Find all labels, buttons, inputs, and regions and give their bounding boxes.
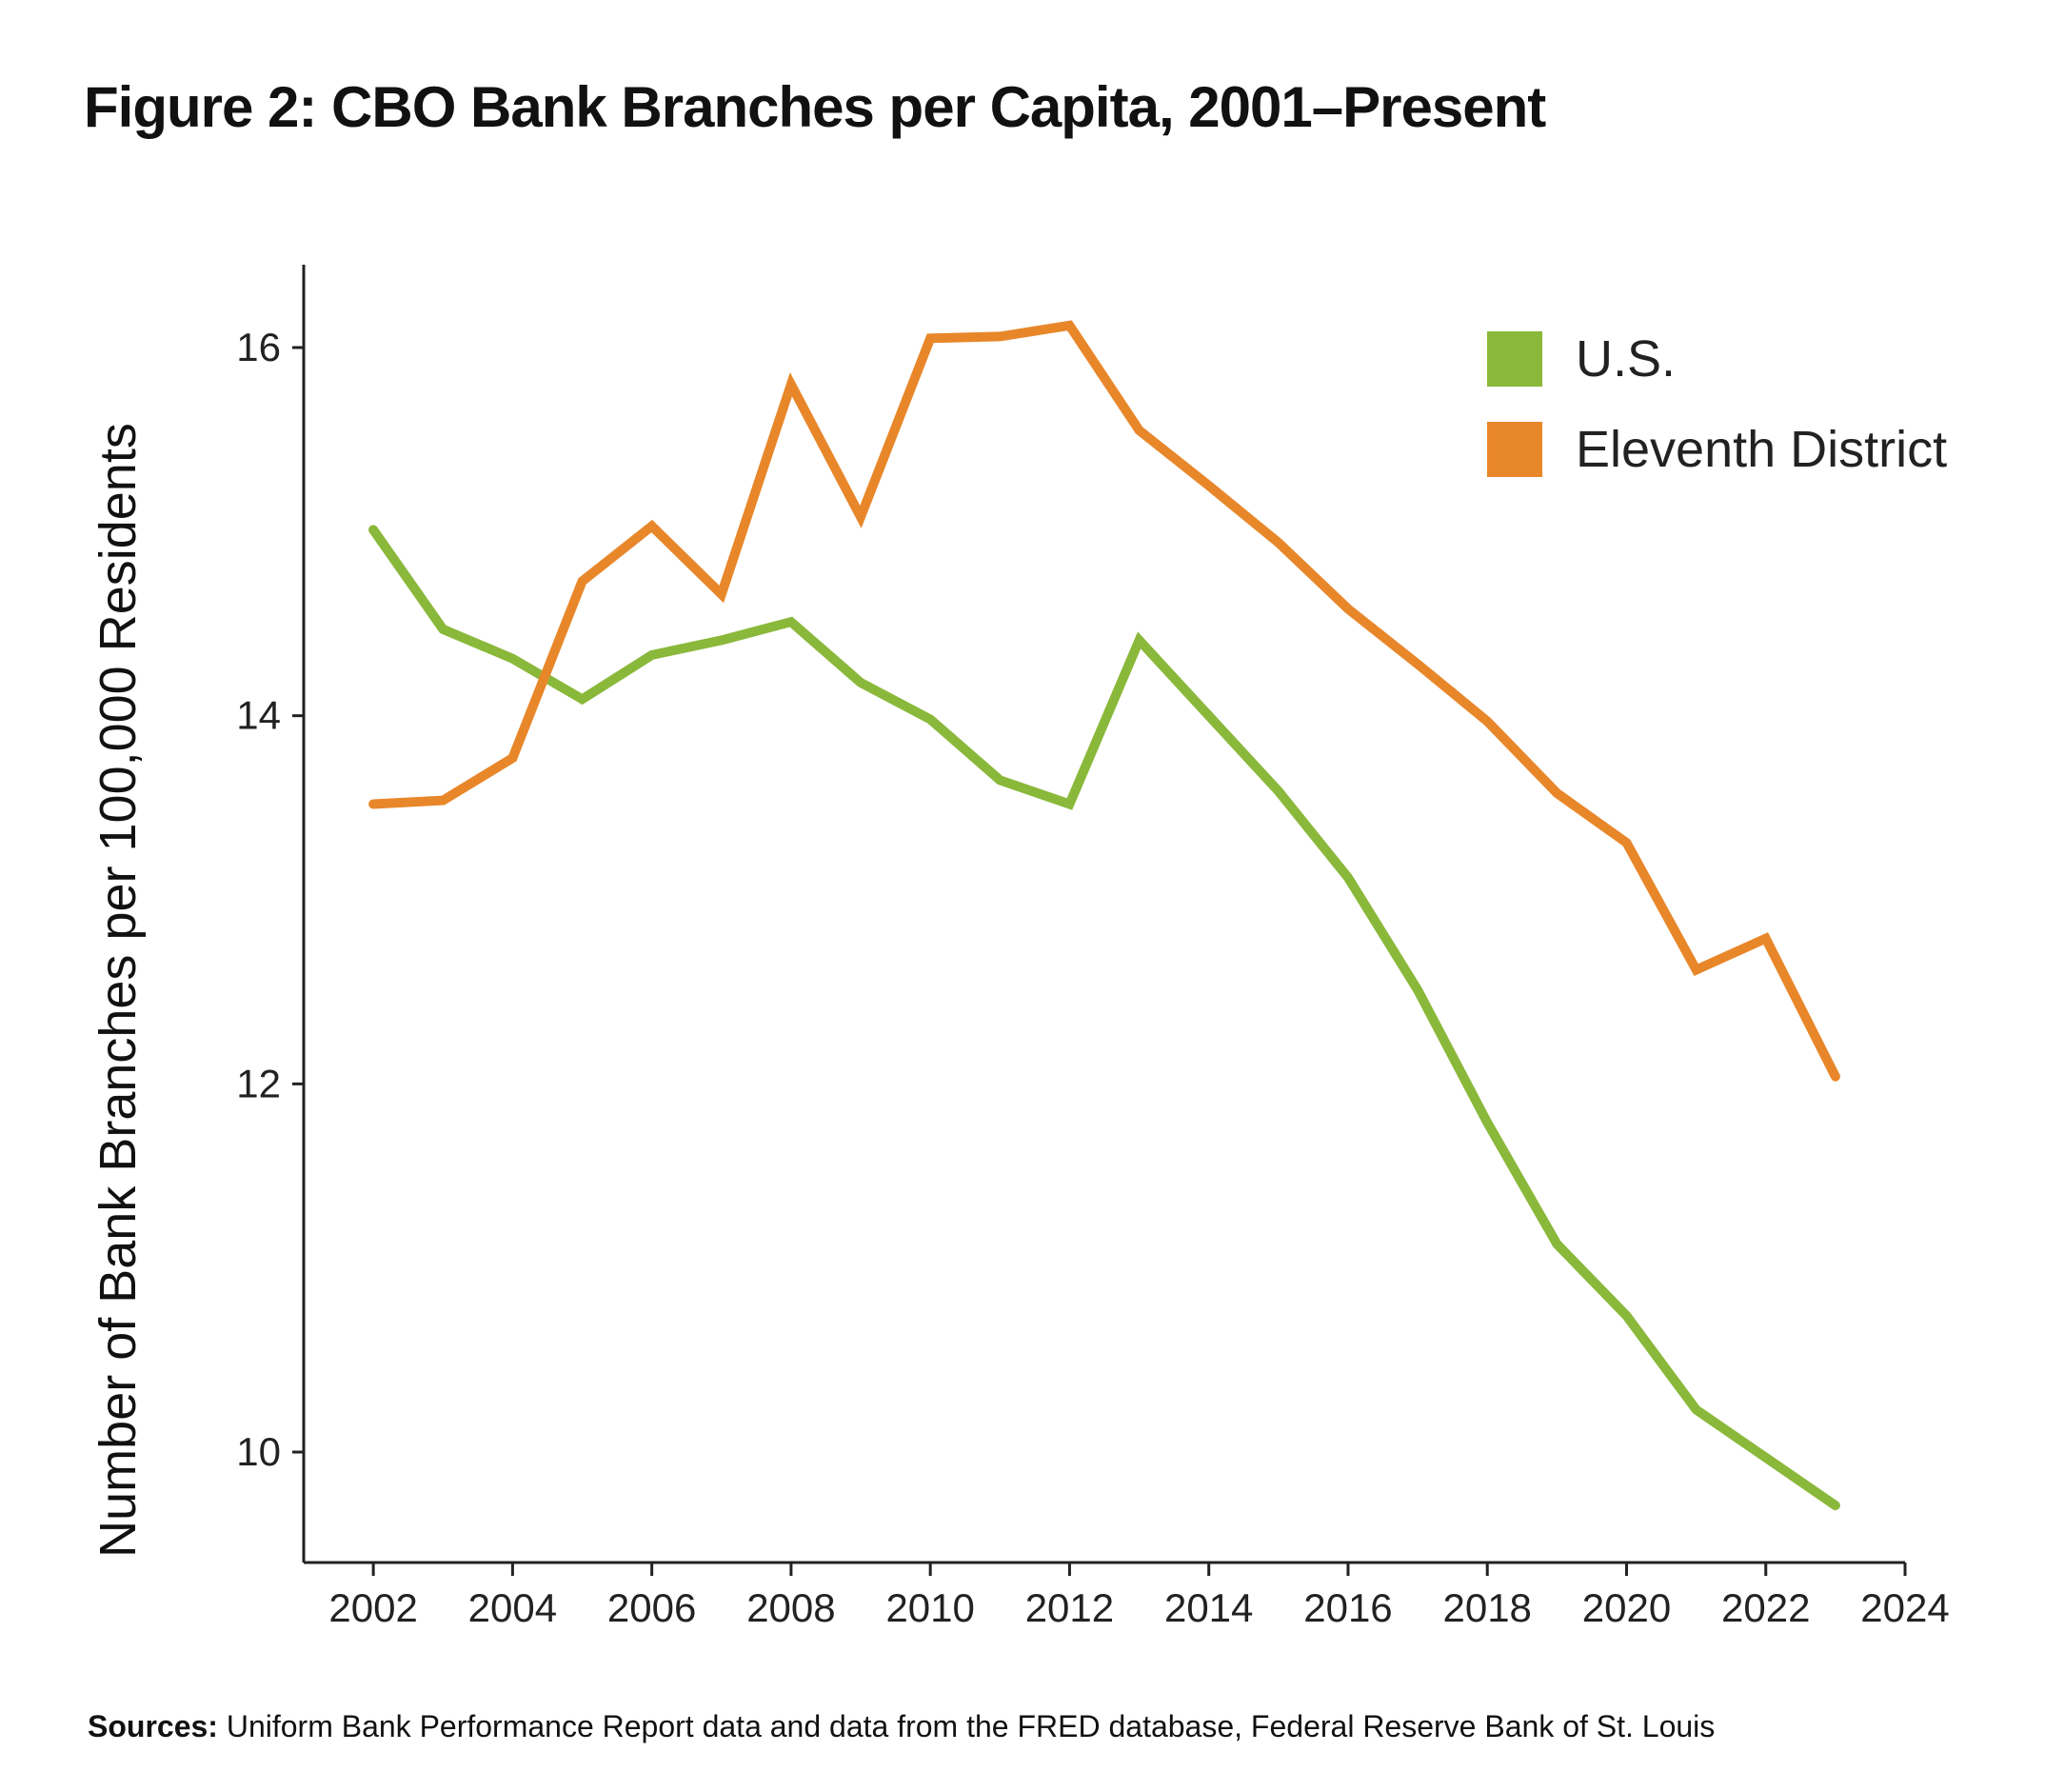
legend-swatch xyxy=(1487,422,1542,477)
legend-swatch xyxy=(1487,331,1542,387)
legend-label: U.S. xyxy=(1576,330,1676,388)
x-tick-label: 2022 xyxy=(1721,1585,1810,1630)
x-axis-ticks: 2002 2004 2006 2008 2010 2012 2014 2016 2018 2020… xyxy=(328,1563,1950,1630)
x-tick-label: 2020 xyxy=(1582,1585,1671,1630)
y-tick-label: 10 xyxy=(236,1429,281,1474)
legend-label: Eleventh District xyxy=(1576,421,1947,478)
series-lines xyxy=(368,320,1840,1511)
y-axis-ticks: 10 12 14 16 xyxy=(236,325,304,1474)
x-tick-label: 2010 xyxy=(885,1585,974,1630)
x-tick-label: 2018 xyxy=(1442,1585,1531,1630)
series-line-us xyxy=(368,525,1840,1511)
legend: U.S. Eleventh District xyxy=(1487,330,1947,478)
chart-axes xyxy=(302,265,1905,1564)
x-tick-label: 2008 xyxy=(746,1585,835,1630)
y-axis-title: Number of Bank Branches per 100,000 Resi… xyxy=(89,423,147,1558)
sources-note: Sources: Uniform Bank Performance Report… xyxy=(88,1709,1715,1744)
x-tick-label: 2002 xyxy=(328,1585,417,1630)
x-tick-label: 2012 xyxy=(1025,1585,1114,1630)
x-tick-label: 2024 xyxy=(1860,1585,1949,1630)
x-tick-label: 2014 xyxy=(1164,1585,1253,1630)
x-tick-label: 2016 xyxy=(1303,1585,1392,1630)
sources-text: Uniform Bank Performance Report data and… xyxy=(226,1709,1716,1743)
y-tick-label: 12 xyxy=(236,1061,281,1105)
x-tick-label: 2004 xyxy=(468,1585,557,1630)
x-tick-label: 2006 xyxy=(607,1585,696,1630)
sources-label: Sources: xyxy=(88,1709,218,1743)
y-tick-label: 14 xyxy=(236,693,281,738)
figure-title: Figure 2: CBO Bank Branches per Capita, … xyxy=(84,75,1546,139)
series-line-eleventh-district xyxy=(368,320,1840,1082)
y-tick-label: 16 xyxy=(236,325,281,369)
